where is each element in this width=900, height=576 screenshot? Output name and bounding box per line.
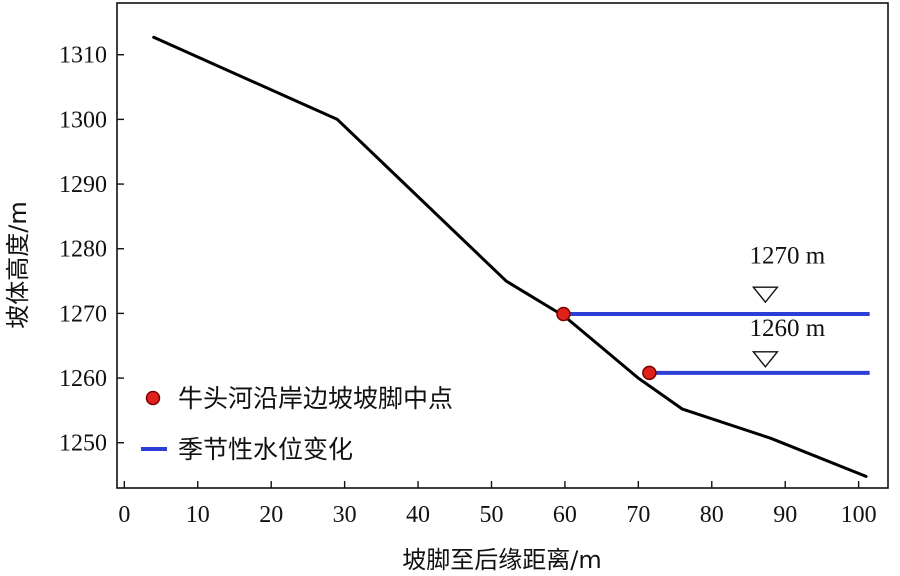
x-tick-label: 20 bbox=[259, 502, 283, 528]
y-tick-label: 1300 bbox=[59, 107, 107, 133]
x-tick-label: 50 bbox=[479, 502, 503, 528]
x-tick-label: 90 bbox=[773, 502, 797, 528]
axes: 0 10 20 30 40 50 60 70 80 90 100 1250 1260 1270 1280 12… bbox=[59, 2, 889, 528]
x-tick-label: 80 bbox=[700, 502, 724, 528]
water-level-label: 1270 m bbox=[750, 243, 826, 270]
water-level-label: 1260 m bbox=[750, 315, 826, 342]
annotations-layer: 1270 m 1260 m bbox=[750, 243, 826, 368]
y-tick-label: 1290 bbox=[59, 172, 107, 198]
water-level-triangle-icon bbox=[751, 351, 779, 368]
legend-point-swatch bbox=[145, 390, 161, 406]
x-tick-label: 60 bbox=[553, 502, 577, 528]
legend-label: 牛头河沿岸边坡坡脚中点 bbox=[178, 384, 453, 413]
water-level-triangle-icon bbox=[751, 286, 779, 304]
slope-toe-midpoint-marker bbox=[642, 365, 657, 381]
plot-frame bbox=[116, 2, 889, 489]
x-tick-label: 70 bbox=[626, 502, 650, 528]
y-tick-label: 1260 bbox=[59, 366, 107, 392]
x-tick-label: 10 bbox=[186, 502, 210, 528]
series-layer bbox=[152, 35, 870, 478]
y-tick-label: 1250 bbox=[59, 431, 107, 457]
slope-profile-line bbox=[152, 35, 868, 478]
y-tick-label: 1310 bbox=[59, 43, 107, 69]
legend-label: 季节性水位变化 bbox=[178, 435, 353, 464]
y-axis-title: 坡体高度/m bbox=[4, 201, 32, 328]
x-tick-label: 30 bbox=[333, 502, 357, 528]
x-tick-label: 0 bbox=[118, 502, 130, 528]
x-axis-title: 坡脚至后缘距离/m bbox=[402, 546, 601, 574]
slope-toe-midpoint-marker bbox=[556, 306, 571, 322]
x-tick-label: 40 bbox=[406, 502, 430, 528]
y-tick-label: 1270 bbox=[59, 301, 107, 327]
y-tick-label: 1280 bbox=[59, 237, 107, 263]
x-tick-label: 100 bbox=[841, 502, 877, 528]
